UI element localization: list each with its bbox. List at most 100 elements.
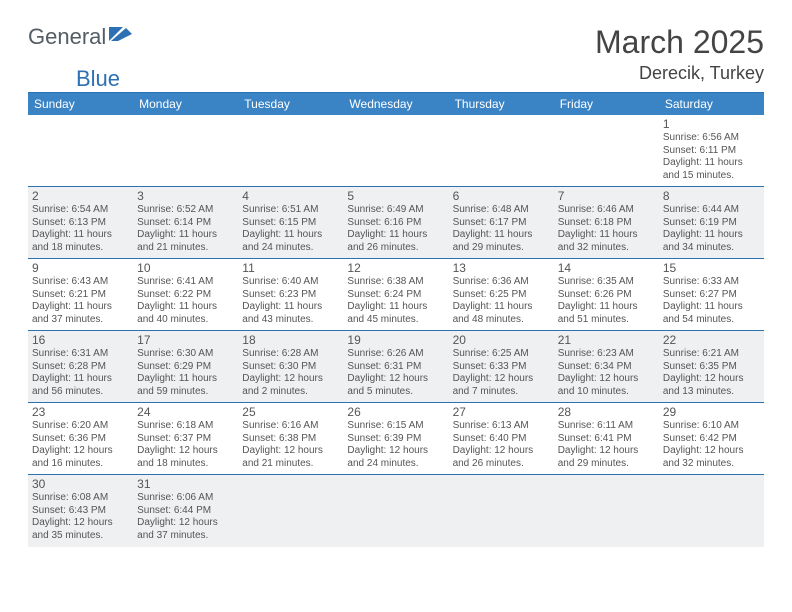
day-header: Friday — [554, 93, 659, 115]
day-info: Sunrise: 6:18 AMSunset: 6:37 PMDaylight:… — [137, 420, 234, 470]
day-header: Thursday — [449, 93, 554, 115]
day-number: 2 — [32, 189, 129, 203]
empty-cell — [238, 115, 343, 187]
day-cell: 11Sunrise: 6:40 AMSunset: 6:23 PMDayligh… — [238, 259, 343, 331]
day-number: 18 — [242, 333, 339, 347]
day-info: Sunrise: 6:56 AMSunset: 6:11 PMDaylight:… — [663, 132, 760, 182]
brand-logo: General — [28, 24, 136, 50]
day-header: Monday — [133, 93, 238, 115]
day-cell: 29Sunrise: 6:10 AMSunset: 6:42 PMDayligh… — [659, 403, 764, 475]
day-cell: 26Sunrise: 6:15 AMSunset: 6:39 PMDayligh… — [343, 403, 448, 475]
day-cell: 22Sunrise: 6:21 AMSunset: 6:35 PMDayligh… — [659, 331, 764, 403]
day-info: Sunrise: 6:08 AMSunset: 6:43 PMDaylight:… — [32, 492, 129, 542]
empty-cell — [133, 115, 238, 187]
day-cell: 20Sunrise: 6:25 AMSunset: 6:33 PMDayligh… — [449, 331, 554, 403]
day-number: 17 — [137, 333, 234, 347]
day-header: Sunday — [28, 93, 133, 115]
day-cell: 15Sunrise: 6:33 AMSunset: 6:27 PMDayligh… — [659, 259, 764, 331]
day-number: 3 — [137, 189, 234, 203]
day-cell: 9Sunrise: 6:43 AMSunset: 6:21 PMDaylight… — [28, 259, 133, 331]
day-cell: 7Sunrise: 6:46 AMSunset: 6:18 PMDaylight… — [554, 187, 659, 259]
day-cell: 16Sunrise: 6:31 AMSunset: 6:28 PMDayligh… — [28, 331, 133, 403]
day-cell: 31Sunrise: 6:06 AMSunset: 6:44 PMDayligh… — [133, 475, 238, 547]
day-cell: 13Sunrise: 6:36 AMSunset: 6:25 PMDayligh… — [449, 259, 554, 331]
day-number: 28 — [558, 405, 655, 419]
day-info: Sunrise: 6:21 AMSunset: 6:35 PMDaylight:… — [663, 348, 760, 398]
day-info: Sunrise: 6:44 AMSunset: 6:19 PMDaylight:… — [663, 204, 760, 254]
day-number: 16 — [32, 333, 129, 347]
day-number: 26 — [347, 405, 444, 419]
day-cell: 3Sunrise: 6:52 AMSunset: 6:14 PMDaylight… — [133, 187, 238, 259]
day-info: Sunrise: 6:30 AMSunset: 6:29 PMDaylight:… — [137, 348, 234, 398]
day-number: 23 — [32, 405, 129, 419]
brand-part2: Blue — [76, 66, 120, 92]
day-number: 5 — [347, 189, 444, 203]
day-cell: 27Sunrise: 6:13 AMSunset: 6:40 PMDayligh… — [449, 403, 554, 475]
calendar-grid: SundayMondayTuesdayWednesdayThursdayFrid… — [28, 92, 764, 547]
day-cell: 10Sunrise: 6:41 AMSunset: 6:22 PMDayligh… — [133, 259, 238, 331]
day-number: 30 — [32, 477, 129, 491]
day-cell: 4Sunrise: 6:51 AMSunset: 6:15 PMDaylight… — [238, 187, 343, 259]
title-block: March 2025 Derecik, Turkey — [595, 24, 764, 84]
day-cell: 23Sunrise: 6:20 AMSunset: 6:36 PMDayligh… — [28, 403, 133, 475]
day-info: Sunrise: 6:40 AMSunset: 6:23 PMDaylight:… — [242, 276, 339, 326]
day-cell: 5Sunrise: 6:49 AMSunset: 6:16 PMDaylight… — [343, 187, 448, 259]
day-cell: 1Sunrise: 6:56 AMSunset: 6:11 PMDaylight… — [659, 115, 764, 187]
day-number: 13 — [453, 261, 550, 275]
day-cell: 28Sunrise: 6:11 AMSunset: 6:41 PMDayligh… — [554, 403, 659, 475]
day-number: 6 — [453, 189, 550, 203]
day-number: 25 — [242, 405, 339, 419]
day-header: Tuesday — [238, 93, 343, 115]
empty-cell — [238, 475, 343, 547]
day-info: Sunrise: 6:13 AMSunset: 6:40 PMDaylight:… — [453, 420, 550, 470]
day-header: Wednesday — [343, 93, 448, 115]
day-info: Sunrise: 6:11 AMSunset: 6:41 PMDaylight:… — [558, 420, 655, 470]
empty-cell — [343, 115, 448, 187]
empty-cell — [449, 475, 554, 547]
day-cell: 14Sunrise: 6:35 AMSunset: 6:26 PMDayligh… — [554, 259, 659, 331]
day-number: 27 — [453, 405, 550, 419]
day-number: 29 — [663, 405, 760, 419]
day-number: 4 — [242, 189, 339, 203]
day-number: 15 — [663, 261, 760, 275]
day-cell: 21Sunrise: 6:23 AMSunset: 6:34 PMDayligh… — [554, 331, 659, 403]
day-info: Sunrise: 6:28 AMSunset: 6:30 PMDaylight:… — [242, 348, 339, 398]
day-header: Saturday — [659, 93, 764, 115]
day-number: 10 — [137, 261, 234, 275]
day-number: 20 — [453, 333, 550, 347]
day-number: 21 — [558, 333, 655, 347]
day-cell: 30Sunrise: 6:08 AMSunset: 6:43 PMDayligh… — [28, 475, 133, 547]
day-info: Sunrise: 6:54 AMSunset: 6:13 PMDaylight:… — [32, 204, 129, 254]
day-info: Sunrise: 6:33 AMSunset: 6:27 PMDaylight:… — [663, 276, 760, 326]
day-info: Sunrise: 6:51 AMSunset: 6:15 PMDaylight:… — [242, 204, 339, 254]
day-number: 31 — [137, 477, 234, 491]
day-number: 1 — [663, 117, 760, 131]
day-info: Sunrise: 6:49 AMSunset: 6:16 PMDaylight:… — [347, 204, 444, 254]
day-number: 9 — [32, 261, 129, 275]
empty-cell — [554, 115, 659, 187]
empty-cell — [449, 115, 554, 187]
flag-icon — [108, 26, 134, 49]
day-cell: 25Sunrise: 6:16 AMSunset: 6:38 PMDayligh… — [238, 403, 343, 475]
day-number: 14 — [558, 261, 655, 275]
day-number: 12 — [347, 261, 444, 275]
empty-cell — [659, 475, 764, 547]
day-cell: 6Sunrise: 6:48 AMSunset: 6:17 PMDaylight… — [449, 187, 554, 259]
day-cell: 12Sunrise: 6:38 AMSunset: 6:24 PMDayligh… — [343, 259, 448, 331]
day-info: Sunrise: 6:41 AMSunset: 6:22 PMDaylight:… — [137, 276, 234, 326]
day-info: Sunrise: 6:38 AMSunset: 6:24 PMDaylight:… — [347, 276, 444, 326]
day-info: Sunrise: 6:46 AMSunset: 6:18 PMDaylight:… — [558, 204, 655, 254]
day-number: 19 — [347, 333, 444, 347]
day-cell: 2Sunrise: 6:54 AMSunset: 6:13 PMDaylight… — [28, 187, 133, 259]
empty-cell — [343, 475, 448, 547]
location-label: Derecik, Turkey — [595, 63, 764, 84]
day-info: Sunrise: 6:16 AMSunset: 6:38 PMDaylight:… — [242, 420, 339, 470]
day-number: 22 — [663, 333, 760, 347]
day-info: Sunrise: 6:48 AMSunset: 6:17 PMDaylight:… — [453, 204, 550, 254]
day-cell: 18Sunrise: 6:28 AMSunset: 6:30 PMDayligh… — [238, 331, 343, 403]
day-info: Sunrise: 6:26 AMSunset: 6:31 PMDaylight:… — [347, 348, 444, 398]
empty-cell — [554, 475, 659, 547]
day-info: Sunrise: 6:31 AMSunset: 6:28 PMDaylight:… — [32, 348, 129, 398]
day-number: 11 — [242, 261, 339, 275]
day-cell: 8Sunrise: 6:44 AMSunset: 6:19 PMDaylight… — [659, 187, 764, 259]
